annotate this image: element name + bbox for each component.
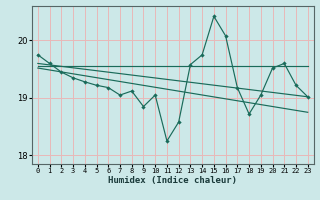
X-axis label: Humidex (Indice chaleur): Humidex (Indice chaleur) (108, 176, 237, 185)
